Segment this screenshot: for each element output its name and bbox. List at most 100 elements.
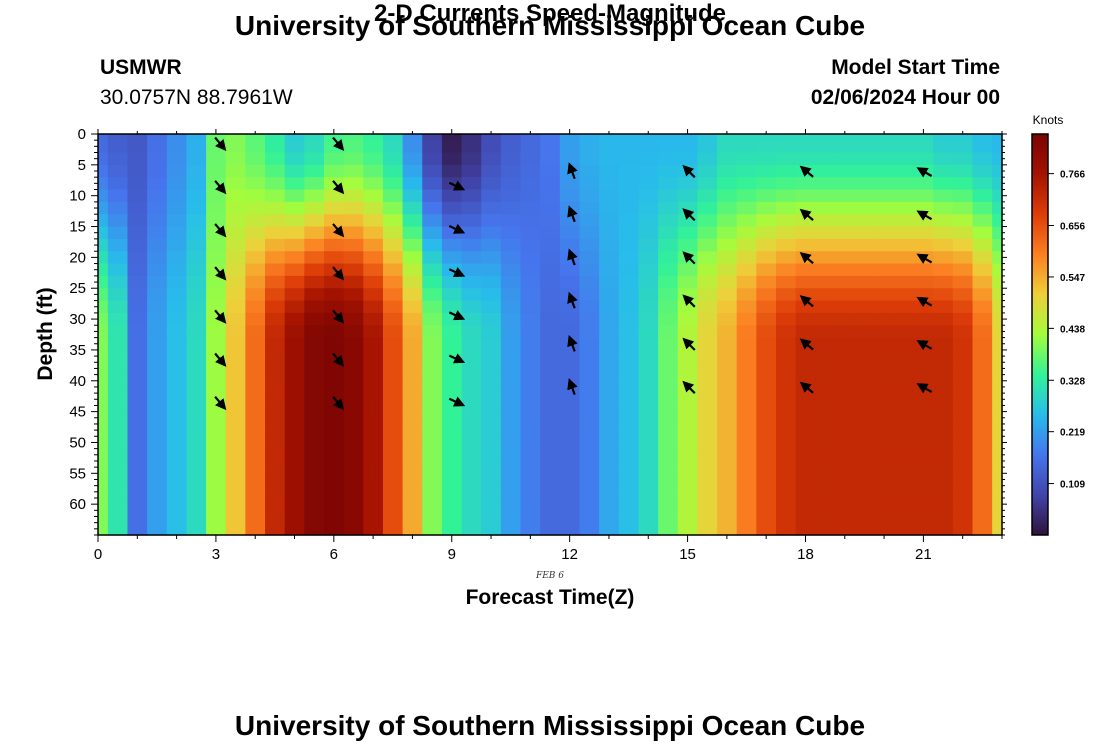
heatmap-cell [559,140,581,154]
heatmap-cell [913,263,934,277]
heatmap-cell [559,300,581,314]
heatmap-cell [913,134,934,141]
heatmap-cell [500,325,522,339]
heatmap-cell [972,238,993,252]
heatmap-cell [618,201,640,215]
heatmap-cell [677,214,698,228]
heatmap-cell [147,275,168,289]
x-tick-label: 21 [915,546,932,563]
heatmap-cell [756,251,777,265]
heatmap-cell [913,238,934,252]
heatmap-cell [520,411,541,425]
heatmap-cell [206,226,227,240]
heatmap-cell [284,201,305,215]
heatmap-cell [697,140,718,154]
heatmap-cell [795,473,816,487]
heatmap-cell [186,226,207,240]
heatmap-cell [343,275,364,289]
heatmap-cell [658,374,679,388]
heatmap-cell [500,374,522,388]
heatmap-cell [343,140,364,154]
heatmap-cell [461,337,482,351]
heatmap-cell [874,152,895,166]
heatmap-cell [520,522,541,536]
station-coordinates: 30.0757N 88.7961W [100,86,293,109]
y-tick-label: 5 [78,157,86,174]
heatmap-cell [520,134,541,141]
heatmap-cell [736,485,757,499]
heatmap-cell [776,226,797,240]
heatmap-cell [363,448,384,462]
heatmap-cell [776,460,797,474]
heatmap-cell [245,497,266,511]
heatmap-cell [579,226,600,240]
heatmap-cell [815,134,836,141]
heatmap-cell [147,460,168,474]
heatmap-cell [107,263,129,277]
heatmap-cell [245,134,266,141]
heatmap-cell [324,411,345,425]
heatmap-cell [520,485,541,499]
heatmap-cell [992,189,1003,203]
heatmap-cell [206,312,227,326]
heatmap-cell [815,337,836,351]
heatmap-cell [972,411,993,425]
heatmap-cell [540,349,561,363]
heatmap-cell [98,448,109,462]
heatmap-cell [343,448,364,462]
heatmap-cell [265,386,286,400]
heatmap-cell [363,374,384,388]
heatmap-cell [815,164,836,178]
heatmap-cell [186,510,207,524]
heatmap-cell [441,164,463,178]
heatmap-cell [382,201,404,215]
heatmap-cell [933,448,954,462]
heatmap-cell [893,448,915,462]
heatmap-cell [736,275,757,289]
heatmap-cell [677,448,698,462]
heatmap-cell [677,312,698,326]
heatmap-cell [461,226,482,240]
current-vector-arrow [799,295,814,308]
heatmap-cell [776,374,797,388]
current-vector-arrow [916,383,933,394]
heatmap-cell [461,436,482,450]
heatmap-cell [599,386,620,400]
heatmap-cell [854,140,875,154]
heatmap-cell [422,362,443,376]
heatmap-cell [107,362,129,376]
current-vector-arrow [448,310,466,321]
heatmap-cell [265,448,286,462]
heatmap-cell [166,275,188,289]
heatmap-cell [834,325,856,339]
heatmap-cell [776,411,797,425]
heatmap-cell [697,134,718,141]
heatmap-cell [324,238,345,252]
heatmap-cell [363,251,384,265]
heatmap-cell [363,275,384,289]
heatmap-cell [284,177,305,191]
current-vector-arrow [448,266,466,277]
heatmap-cell [441,325,463,339]
current-vector-arrow [332,136,345,152]
heatmap-cell [952,386,974,400]
heatmap-cell [599,522,620,536]
heatmap-cell [402,134,423,141]
heatmap-cell [481,134,502,141]
heatmap-cell [579,510,600,524]
heatmap-cell [481,362,502,376]
heatmap-cell [579,497,600,511]
heatmap-cell [441,423,463,437]
heatmap-cell [324,312,345,326]
heatmap-cell [874,134,895,141]
heatmap-cell [225,460,246,474]
heatmap-cell [599,251,620,265]
heatmap-cell [402,152,423,166]
heatmap-cell [343,288,364,302]
heatmap-cell [324,337,345,351]
heatmap-cell [559,263,581,277]
heatmap-cell [638,460,659,474]
heatmap-cell [697,374,718,388]
heatmap-cell [834,510,856,524]
heatmap-cell [717,251,738,265]
